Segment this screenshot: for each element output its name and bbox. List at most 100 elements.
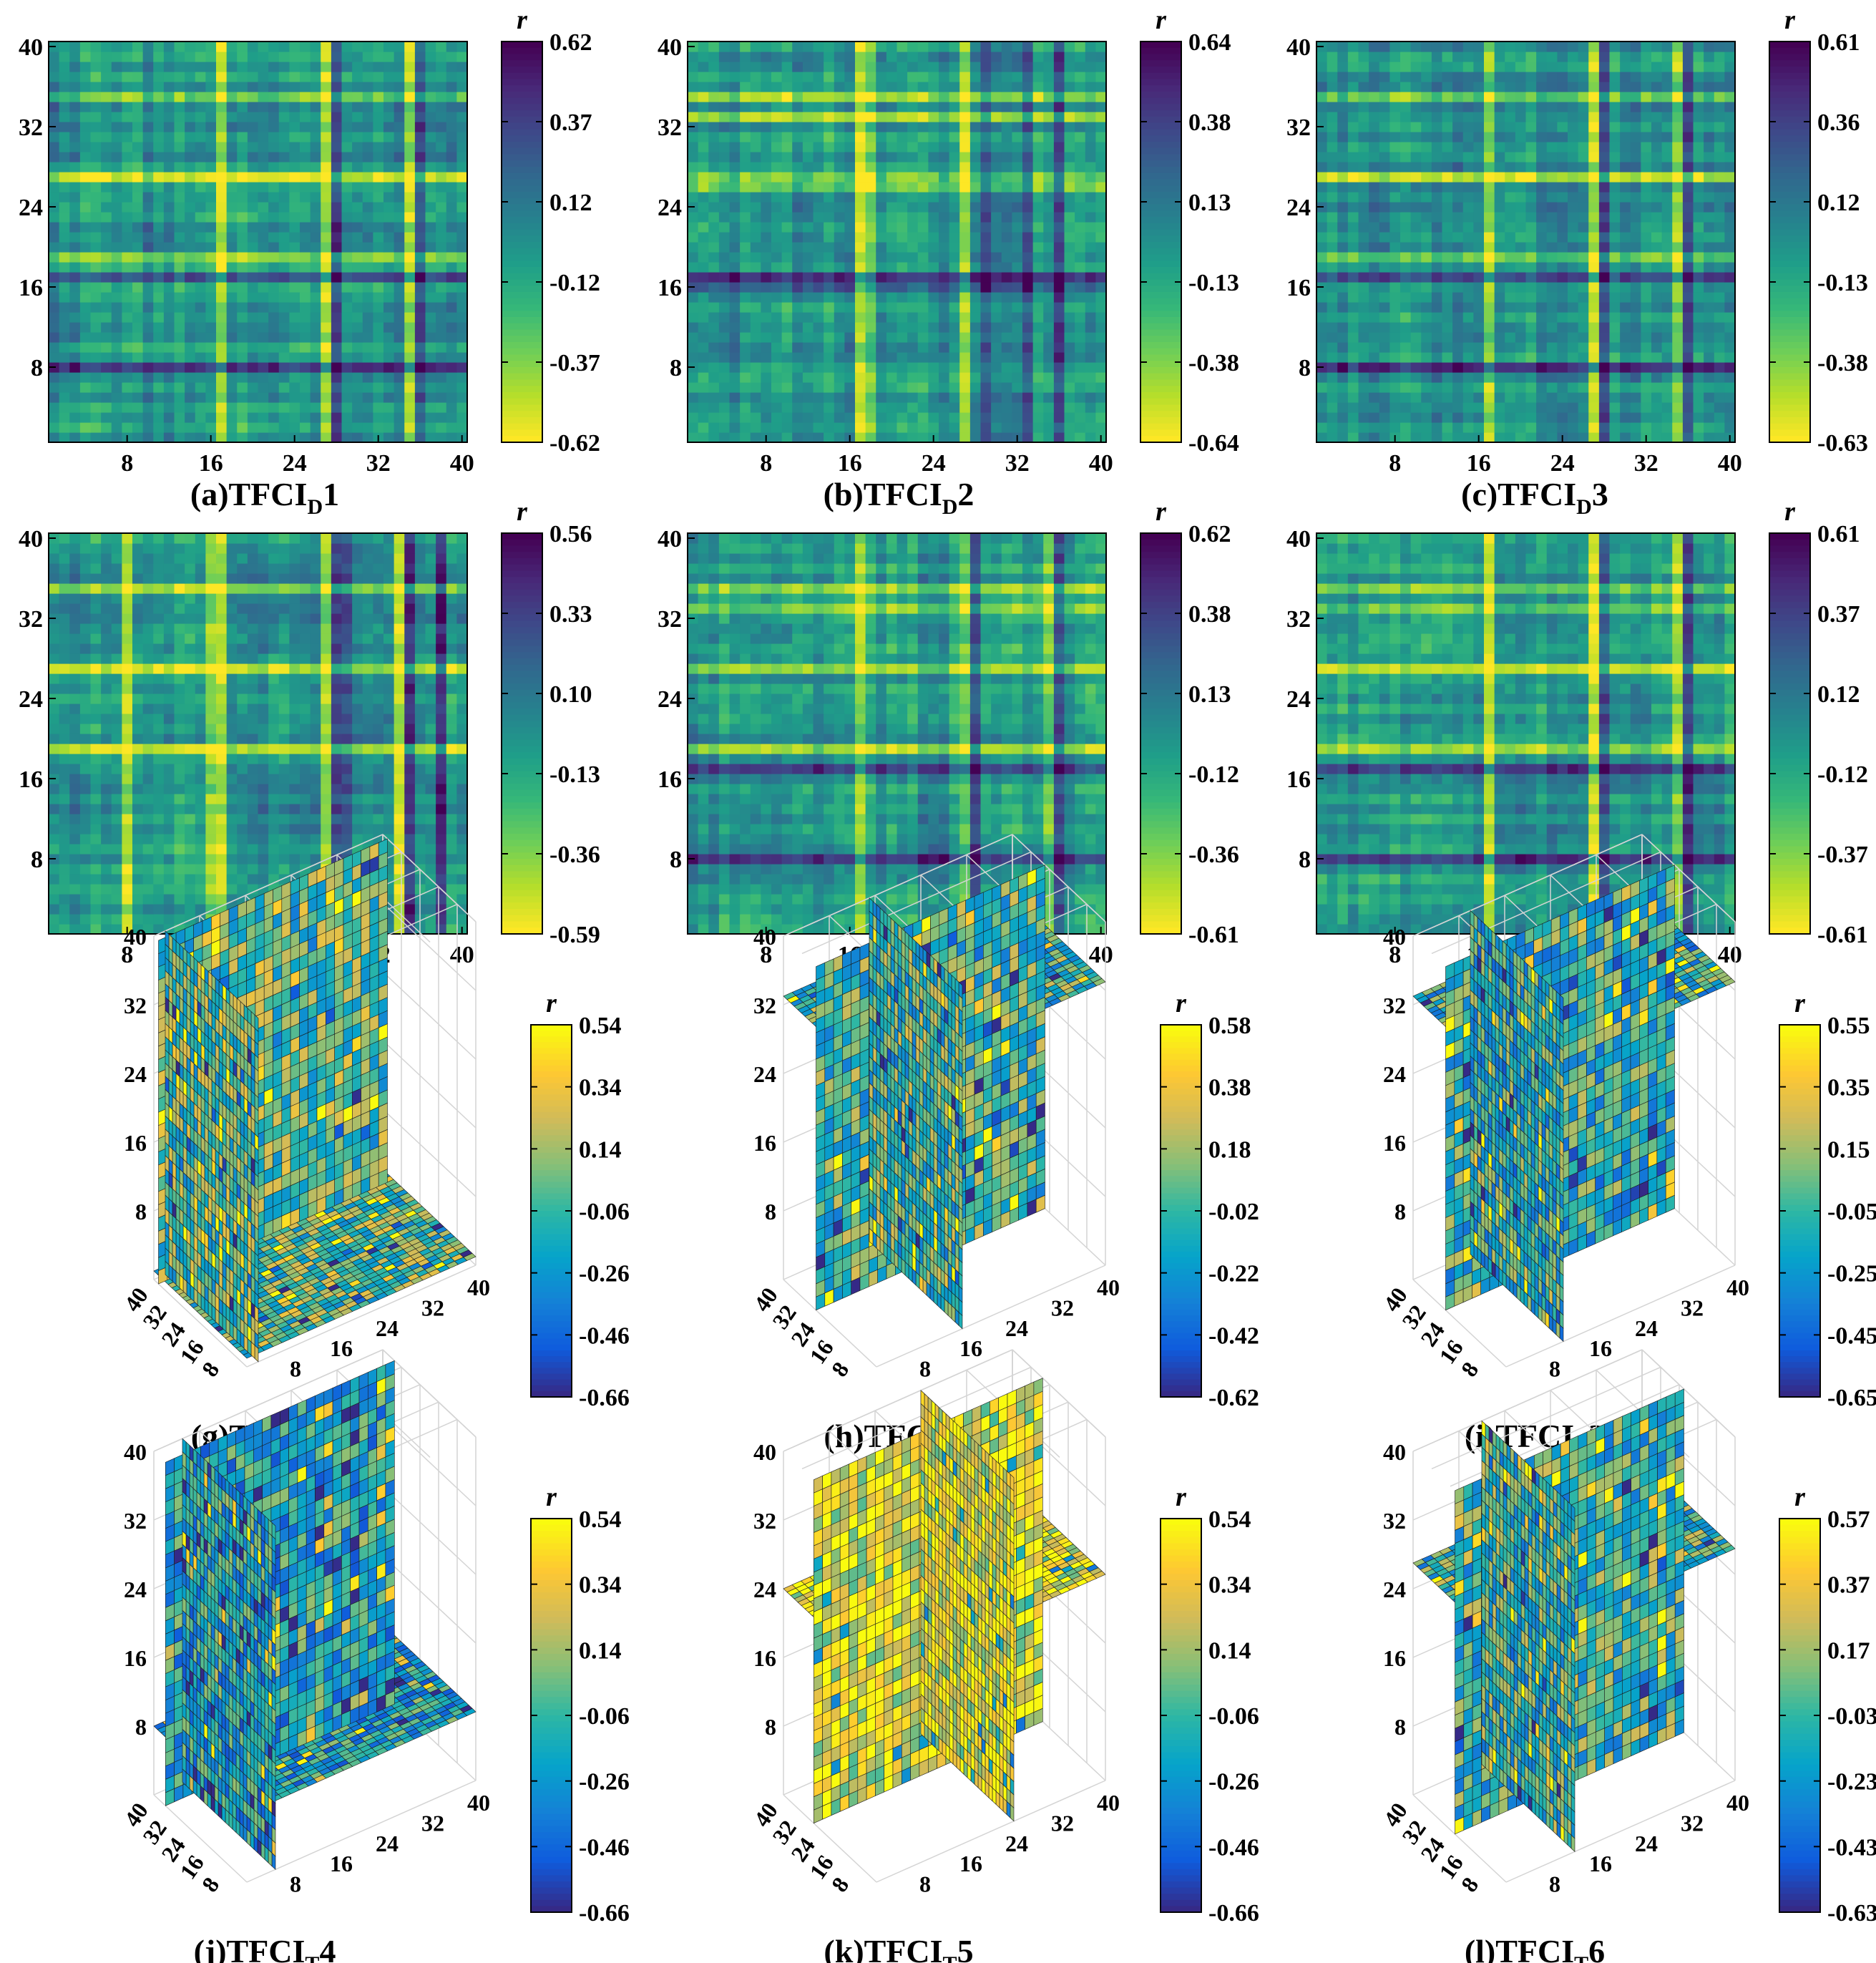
heatmap-cell bbox=[101, 102, 112, 112]
heatmap-cell bbox=[824, 132, 835, 142]
heatmap-cell bbox=[886, 182, 898, 193]
heatmap-cell bbox=[1316, 72, 1328, 82]
heatmap-cell bbox=[876, 252, 887, 263]
heatmap-cell bbox=[792, 132, 803, 142]
heatmap-cell bbox=[1462, 182, 1474, 193]
heatmap-cell bbox=[185, 82, 196, 92]
heatmap-cell bbox=[781, 102, 793, 112]
heatmap-cell bbox=[907, 282, 919, 293]
heatmap-cell bbox=[802, 322, 814, 333]
heatmap-cell bbox=[289, 152, 301, 162]
heatmap-cell bbox=[205, 282, 217, 293]
heatmap-cell bbox=[383, 132, 395, 142]
heatmap-cell bbox=[1661, 272, 1673, 283]
heatmap-cell bbox=[132, 382, 144, 393]
heatmap-cell bbox=[1369, 142, 1380, 152]
heatmap-cell bbox=[939, 422, 950, 433]
heatmap-cell bbox=[708, 422, 720, 433]
heatmap-cell bbox=[1358, 212, 1369, 223]
heatmap-cell bbox=[278, 232, 290, 243]
heatmap-cell bbox=[792, 292, 803, 303]
heatmap-cell bbox=[1327, 352, 1338, 363]
heatmap-cell bbox=[959, 252, 971, 263]
heatmap-cell bbox=[718, 242, 731, 253]
heatmap-cell bbox=[111, 132, 122, 142]
heatmap-cell bbox=[1462, 192, 1474, 203]
heatmap-cell bbox=[226, 172, 238, 182]
heatmap-cell bbox=[1064, 192, 1075, 203]
heatmap-cell bbox=[939, 342, 950, 353]
heatmap-cell bbox=[341, 232, 353, 243]
heatmap-cell bbox=[1379, 242, 1390, 253]
heatmap-cell bbox=[1714, 92, 1725, 102]
heatmap-cell bbox=[1043, 272, 1055, 283]
heatmap-cell bbox=[153, 302, 165, 313]
heatmap-cell bbox=[949, 412, 960, 423]
heatmap-cell bbox=[289, 332, 301, 343]
heatmap-cell bbox=[321, 152, 332, 162]
heatmap-cell bbox=[802, 132, 814, 142]
heatmap-cell bbox=[446, 262, 457, 273]
heatmap-cell bbox=[1724, 282, 1736, 293]
heatmap-cell bbox=[1043, 212, 1055, 223]
heatmap-cell bbox=[1022, 172, 1034, 182]
heatmap-cell bbox=[352, 212, 363, 223]
heatmap-cell bbox=[310, 262, 321, 273]
heatmap-cell bbox=[1337, 342, 1349, 353]
heatmap-cell bbox=[331, 122, 343, 132]
heatmap-cell bbox=[729, 92, 741, 102]
heatmap-cell bbox=[446, 372, 457, 383]
heatmap-cell bbox=[1536, 172, 1548, 182]
heatmap-cell bbox=[404, 392, 416, 403]
heatmap-cell bbox=[1347, 42, 1359, 52]
heatmap-cell bbox=[708, 62, 720, 72]
heatmap-cell bbox=[205, 232, 217, 243]
heatmap-cell bbox=[90, 432, 102, 443]
heatmap-cell bbox=[1651, 272, 1663, 283]
heatmap-cell bbox=[876, 352, 887, 363]
heatmap-cell bbox=[980, 232, 992, 243]
heatmap-cell bbox=[174, 302, 185, 313]
heatmap-cell bbox=[1641, 292, 1652, 303]
heatmap-cell bbox=[247, 302, 259, 313]
heatmap-cell bbox=[1704, 152, 1715, 162]
heatmap-cell bbox=[1672, 252, 1684, 263]
heatmap-cell bbox=[101, 72, 112, 82]
heatmap-cell bbox=[59, 102, 70, 112]
heatmap-cell bbox=[1431, 52, 1443, 62]
heatmap-cell bbox=[383, 72, 395, 82]
heatmap-cell bbox=[1630, 332, 1641, 343]
heatmap-cell bbox=[1484, 382, 1495, 393]
heatmap-cell bbox=[268, 252, 280, 263]
heatmap-cell bbox=[1410, 122, 1422, 132]
heatmap-cell bbox=[991, 412, 1002, 423]
heatmap-cell bbox=[1064, 382, 1075, 393]
heatmap-cell bbox=[446, 162, 457, 172]
heatmap-cell bbox=[1462, 202, 1474, 213]
heatmap-cell bbox=[844, 232, 856, 243]
heatmap-cell bbox=[1032, 172, 1044, 182]
heatmap-cell bbox=[1598, 272, 1611, 283]
heatmap-cell bbox=[1609, 52, 1621, 62]
heatmap-cell bbox=[1337, 312, 1349, 323]
heatmap-cell bbox=[132, 422, 144, 433]
heatmap-cell bbox=[1095, 72, 1107, 82]
heatmap-cell bbox=[1682, 332, 1694, 343]
heatmap-cell bbox=[1588, 92, 1600, 102]
heatmap-cell bbox=[1022, 292, 1034, 303]
heatmap-cell bbox=[446, 342, 457, 353]
heatmap-cell bbox=[195, 432, 206, 443]
heatmap-cell bbox=[1462, 372, 1474, 383]
heatmap-cell bbox=[1379, 142, 1390, 152]
colorbar-swatch bbox=[502, 210, 542, 218]
heatmap-cell bbox=[907, 42, 919, 52]
colorbar-tick-label: 0.62 bbox=[549, 29, 592, 56]
heatmap-cell bbox=[1693, 192, 1704, 203]
heatmap-cell bbox=[69, 92, 81, 102]
heatmap-cell bbox=[865, 92, 876, 102]
heatmap-cell bbox=[49, 112, 60, 122]
heatmap-cell bbox=[216, 322, 228, 333]
heatmap-cell bbox=[1462, 302, 1474, 313]
heatmap-cell bbox=[352, 412, 363, 423]
heatmap-cell bbox=[980, 392, 992, 403]
